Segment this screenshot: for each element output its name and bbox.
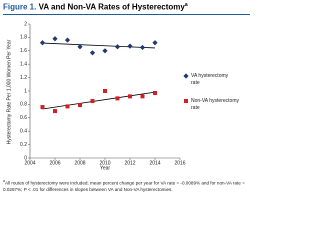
figure-label: Figure 1. [3, 2, 37, 12]
marker [65, 104, 70, 109]
marker [53, 109, 57, 114]
x-axis-label: Year [100, 165, 110, 171]
marker [90, 99, 95, 104]
trendline [42, 42, 156, 49]
footnote-text: All routes of hysterectomy were included… [3, 180, 245, 192]
figure-header: Figure 1. VA and Non-VA Rates of Hystere… [3, 2, 250, 15]
page: {"chart_data": {"type": "line", "figure_… [3, 2, 250, 193]
chart: Year Hysterectomy Rate Per 1,000 Women P… [6, 21, 239, 171]
marker [78, 103, 82, 108]
legend-marker [183, 73, 189, 79]
marker [153, 91, 157, 96]
y-tick-label: 1.8 [20, 35, 27, 41]
y-tick-label: 0.4 [20, 129, 27, 135]
x-tick-label: 2010 [99, 160, 110, 166]
marker [39, 40, 46, 46]
footnote: aAll routes of hysterectomy were include… [3, 178, 250, 193]
marker [139, 44, 146, 51]
x-tick-label: 2016 [174, 160, 185, 166]
marker [64, 37, 71, 43]
y-axis-label: Hysterectomy Rate Per 1,000 Women Per Ye… [6, 39, 12, 144]
y-tick-label: 2 [24, 21, 27, 27]
marker [40, 105, 45, 110]
y-tick-label: 1.4 [20, 62, 27, 68]
marker [114, 44, 121, 50]
marker [89, 50, 96, 56]
marker [128, 94, 132, 99]
marker [52, 36, 58, 42]
footnote-mark: a [3, 179, 5, 183]
y-tick-label: 1.6 [20, 48, 27, 54]
x-tick-label: 2008 [74, 160, 85, 166]
marker [152, 40, 158, 46]
x-tick-label: 2014 [149, 160, 160, 166]
y-tick-label: 0 [24, 155, 27, 161]
y-tick-label: 0.2 [20, 142, 27, 148]
legend-marker [184, 99, 188, 103]
y-tick-label: 1 [24, 88, 27, 94]
y-tick-label: 1.2 [20, 75, 27, 81]
marker [140, 94, 145, 99]
axes [29, 24, 180, 159]
y-tick-label: 0.8 [20, 102, 27, 108]
trendline [42, 91, 156, 110]
marker [103, 89, 107, 93]
chart-title: VA and Non-VA Rates of Hysterectomy [38, 2, 185, 12]
legend-label: VA hysterectomy rate [191, 73, 229, 86]
marker [102, 48, 108, 54]
marker [127, 43, 133, 49]
y-tick-label: 0.6 [20, 115, 27, 121]
x-tick-label: 2004 [24, 160, 35, 166]
x-tick-label: 2012 [124, 160, 135, 166]
x-tick-label: 2006 [49, 160, 60, 166]
legend-label: Non-VA hysterectomy rate [191, 98, 239, 111]
marker [115, 96, 120, 101]
marker [77, 44, 83, 50]
title-mark: a [184, 2, 188, 8]
